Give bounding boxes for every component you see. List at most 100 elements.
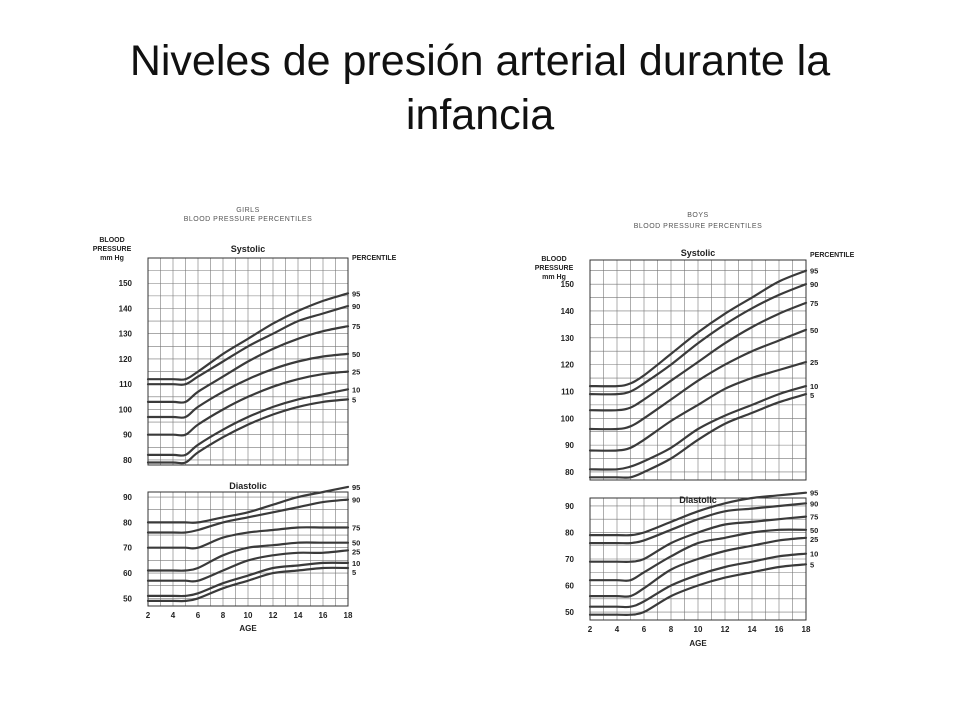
percentile-label-50: 50 xyxy=(810,526,818,535)
y-tick-label: 90 xyxy=(565,441,574,450)
percentile-curve-90 xyxy=(146,304,350,386)
legend-title: PERCENTILE xyxy=(352,255,397,262)
percentile-curve-5 xyxy=(588,393,808,479)
plot-frame xyxy=(589,497,807,621)
percentile-label-50: 50 xyxy=(352,350,360,359)
percentile-label-90: 90 xyxy=(352,302,360,311)
percentile-curve-95 xyxy=(588,491,808,537)
percentile-curve-25 xyxy=(146,370,350,437)
y-tick-label: 100 xyxy=(119,405,133,414)
x-tick-label: 8 xyxy=(669,625,674,634)
x-axis-label: AGE xyxy=(689,639,707,648)
y-axis-label: BLOOD PRESSURE mm Hg xyxy=(93,237,132,262)
y-tick-label: 80 xyxy=(123,456,132,465)
percentile-label-25: 25 xyxy=(352,368,360,377)
y-tick-label: 150 xyxy=(561,280,575,289)
y-tick-label: 80 xyxy=(565,528,574,537)
y-tick-label: 70 xyxy=(565,555,574,564)
girls-bp-chart-panel: GIRLS BLOOD PRESSURE PERCENTILES BLOOD PRES… xyxy=(88,190,408,640)
y-tick-label: 90 xyxy=(123,493,132,502)
x-tick-label: 18 xyxy=(344,611,353,620)
y-tick-label: 70 xyxy=(123,544,132,553)
percentile-curve-50 xyxy=(146,541,350,572)
percentile-curve-75 xyxy=(146,526,350,550)
y-tick-label: 60 xyxy=(565,582,574,591)
slide-title: Niveles de presión arterial durante la i… xyxy=(129,37,831,139)
percentile-curve-25 xyxy=(588,536,808,598)
percentile-label-75: 75 xyxy=(352,322,360,331)
percentile-curve-90 xyxy=(588,502,808,545)
y-tick-label: 90 xyxy=(123,431,132,440)
percentile-curve-75 xyxy=(588,301,808,412)
percentile-label-95: 95 xyxy=(352,483,360,492)
percentile-curve-90 xyxy=(588,283,808,396)
percentile-label-90: 90 xyxy=(810,280,818,289)
y-tick-label: 100 xyxy=(561,414,575,423)
percentile-curve-95 xyxy=(146,485,350,524)
x-tick-label: 18 xyxy=(802,625,811,634)
y-tick-label: 110 xyxy=(561,387,574,396)
percentile-curve-10 xyxy=(146,561,350,598)
x-tick-label: 12 xyxy=(721,625,730,634)
percentile-curve-75 xyxy=(146,325,350,404)
chart-header: BOYS xyxy=(687,212,708,219)
x-tick-label: 12 xyxy=(269,611,278,620)
percentile-curve-50 xyxy=(588,328,808,431)
chart-subheader: BLOOD PRESSURE PERCENTILES xyxy=(184,216,313,223)
y-tick-label: 60 xyxy=(123,569,132,578)
percentile-label-50: 50 xyxy=(352,539,360,548)
percentile-label-90: 90 xyxy=(810,499,818,508)
y-tick-label: 120 xyxy=(119,355,133,364)
x-tick-label: 16 xyxy=(775,625,784,634)
plot-frame xyxy=(147,257,349,466)
legend-title: PERCENTILE xyxy=(810,252,855,259)
x-tick-label: 14 xyxy=(294,611,303,620)
percentile-curve-10 xyxy=(146,388,350,457)
percentile-label-50: 50 xyxy=(810,326,818,335)
y-tick-label: 130 xyxy=(561,334,575,343)
percentile-curve-95 xyxy=(588,269,808,388)
y-tick-label: 140 xyxy=(119,304,133,313)
percentile-curve-75 xyxy=(588,515,808,563)
percentile-label-95: 95 xyxy=(352,289,360,298)
percentile-label-5: 5 xyxy=(810,560,814,569)
girls-bp-chart: GIRLS BLOOD PRESSURE PERCENTILES BLOOD PRES… xyxy=(93,207,397,633)
percentile-label-5: 5 xyxy=(810,391,814,400)
subplot-title: Diastolic xyxy=(679,495,717,505)
percentile-curve-25 xyxy=(588,360,808,452)
x-axis-label: AGE xyxy=(239,624,257,633)
percentile-curve-50 xyxy=(146,352,350,419)
percentile-curve-10 xyxy=(588,552,808,609)
percentile-curve-90 xyxy=(146,498,350,534)
percentile-label-90: 90 xyxy=(352,496,360,505)
y-tick-label: 110 xyxy=(119,380,132,389)
percentile-label-75: 75 xyxy=(810,299,818,308)
percentile-label-25: 25 xyxy=(810,535,818,544)
x-tick-label: 2 xyxy=(588,625,593,634)
y-tick-label: 50 xyxy=(123,594,132,603)
x-tick-label: 6 xyxy=(642,625,647,634)
x-tick-label: 2 xyxy=(146,611,151,620)
y-tick-label: 80 xyxy=(565,468,574,477)
y-tick-label: 150 xyxy=(119,279,133,288)
x-tick-label: 4 xyxy=(171,611,176,620)
y-tick-label: 120 xyxy=(561,361,575,370)
boys-bp-chart-panel: BOYS BLOOD PRESSURE PERCENTILES BLOOD PRESS… xyxy=(530,198,860,658)
x-tick-label: 16 xyxy=(319,611,328,620)
percentile-curve-10 xyxy=(588,385,808,471)
boys-bp-chart: BOYS BLOOD PRESSURE PERCENTILES BLOOD PRESS… xyxy=(535,212,855,648)
y-tick-label: 80 xyxy=(123,518,132,527)
percentile-curve-50 xyxy=(588,528,808,582)
x-tick-label: 6 xyxy=(196,611,201,620)
x-tick-label: 10 xyxy=(244,611,253,620)
percentile-label-10: 10 xyxy=(352,385,360,394)
percentile-label-25: 25 xyxy=(352,548,360,557)
plot-frame xyxy=(147,491,349,607)
percentile-curve-5 xyxy=(146,566,350,603)
y-tick-label: 90 xyxy=(565,502,574,511)
chart-subheader: BLOOD PRESSURE PERCENTILES xyxy=(634,223,763,230)
x-tick-label: 10 xyxy=(694,625,703,634)
plot-frame xyxy=(589,259,807,481)
y-tick-label: 50 xyxy=(565,608,574,617)
percentile-curve-25 xyxy=(146,549,350,583)
